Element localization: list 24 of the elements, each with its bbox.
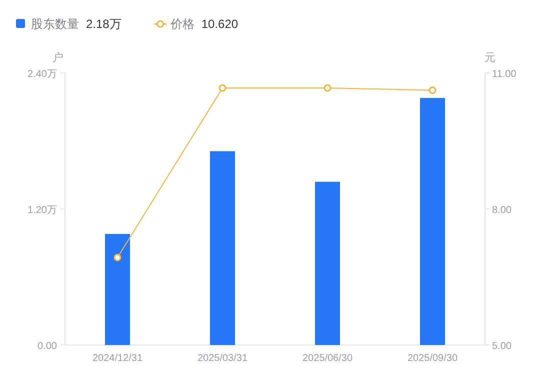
y2-tick-label: 11.00 [492, 69, 517, 80]
y-axis-title: 户 [52, 51, 64, 64]
x-tick-label: 2024/12/31 [92, 353, 143, 364]
y-tick-label: 1.20万 [28, 205, 57, 216]
bar [105, 234, 130, 345]
point [324, 84, 332, 92]
point [218, 84, 226, 92]
y2-axis-title: 元 [484, 52, 496, 64]
bar [315, 182, 340, 345]
bar [420, 98, 445, 345]
y-tick-label: 0.00 [38, 341, 58, 352]
text: 10.620 [201, 17, 238, 31]
y2-tick-label: 5.00 [492, 341, 512, 352]
y-tick-label: 2.40万 [28, 69, 57, 80]
legend-label: 价格 [169, 17, 194, 31]
y2-tick-label: 8.00 [492, 205, 512, 216]
bar [210, 151, 235, 345]
x-tick-label: 2025/03/31 [197, 353, 248, 364]
point [428, 86, 436, 94]
x-tick-label: 2025/09/30 [407, 353, 458, 364]
text: 2.18万 [86, 17, 122, 31]
x-tick-label: 2025/06/30 [302, 353, 353, 364]
legend-label: 股东数量 [31, 17, 79, 31]
point [114, 254, 122, 262]
